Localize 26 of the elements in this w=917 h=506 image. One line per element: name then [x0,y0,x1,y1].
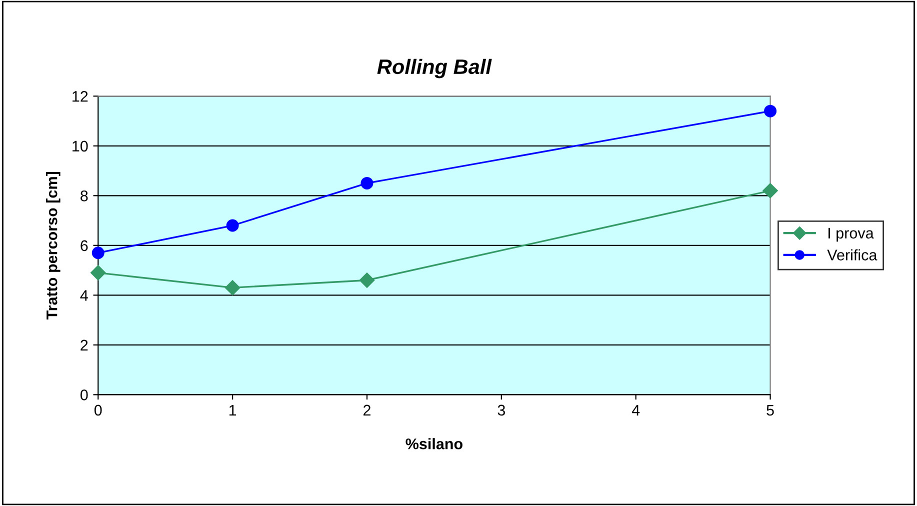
y-tick-label: 8 [80,190,88,202]
y-axis-title: Tratto percorso [cm] [46,172,60,320]
point [762,183,778,198]
x-axis-title: %silano [406,438,462,450]
x-tick-label: 4 [632,404,640,416]
y-tick-label: 0 [80,390,88,400]
point [92,246,104,260]
point [224,280,240,296]
x-tick-label: 5 [766,404,774,416]
y-tick-label: 2 [80,340,88,350]
y-tick-label: 4 [80,290,88,301]
point [226,219,239,232]
point [90,265,106,280]
legend-label: Verifica [827,249,878,260]
point [764,104,777,118]
point [360,176,374,190]
y-tick-label: 10 [72,140,88,152]
chart-title: Rolling Ball [377,58,492,78]
x-tick-label: 2 [364,404,370,416]
x-tick-label: 1 [229,404,236,416]
y-tick-label: 12 [72,91,88,102]
x-tick-label: 3 [498,404,505,416]
point [359,272,375,288]
legend-label: I prova [828,228,874,242]
y-tick-label: 6 [80,240,88,252]
x-tick-label: 0 [94,404,102,416]
